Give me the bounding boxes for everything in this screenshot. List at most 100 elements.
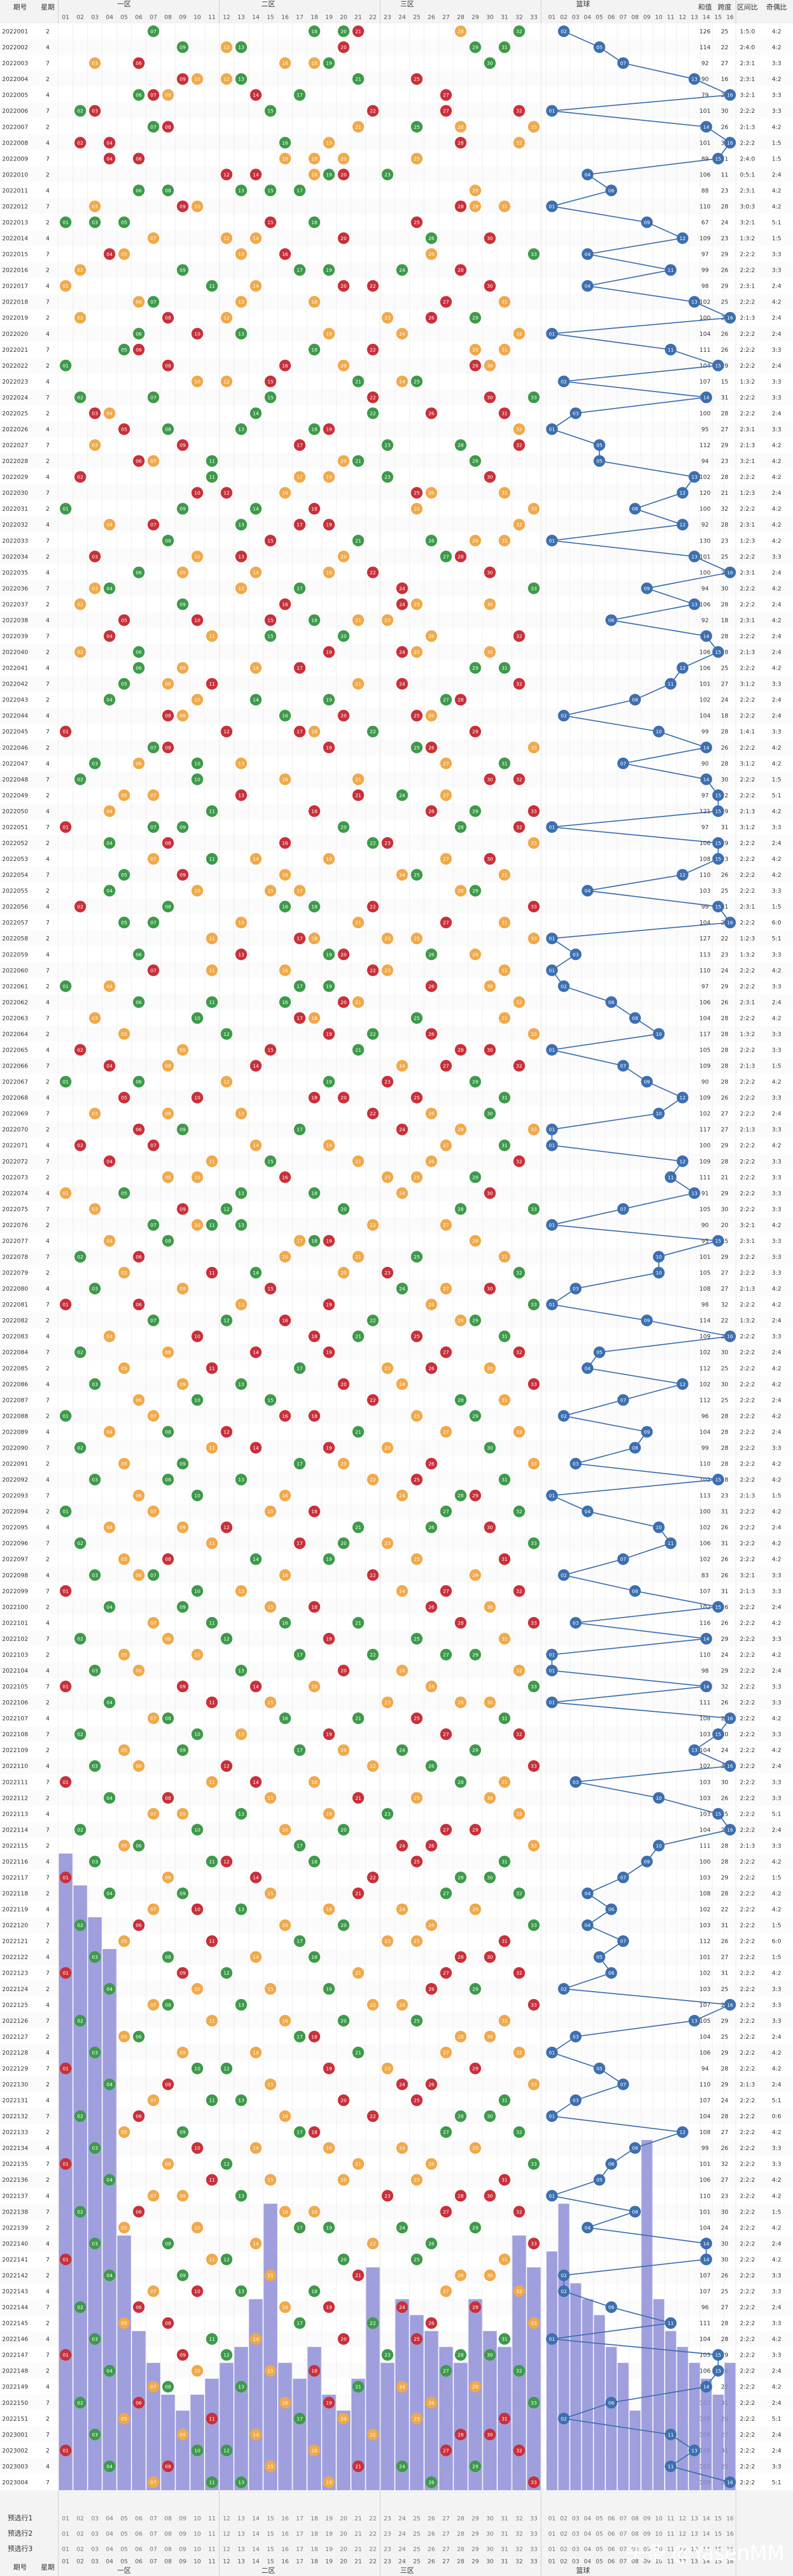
row-bg <box>0 739 793 756</box>
red-ball <box>118 1648 130 1660</box>
sum-cell: 110 <box>700 203 711 210</box>
day-cell: 4 <box>46 1333 50 1340</box>
span-cell: 29 <box>721 1190 728 1197</box>
zone-ratio-cell: 2:2:2 <box>740 1779 755 1786</box>
odd-even-cell: 4:2 <box>772 2384 781 2391</box>
red-ball-number: 11 <box>209 634 215 639</box>
period-cell: 2022144 <box>2 2304 28 2311</box>
red-ball-number: 32 <box>516 2289 522 2295</box>
red-ball <box>147 917 160 929</box>
odd-even-cell: 3:3 <box>772 1779 781 1786</box>
red-ball-number: 01 <box>63 1414 68 1419</box>
footer-red-number: 15 <box>267 2558 274 2565</box>
period-cell: 2023002 <box>2 2447 28 2454</box>
zone-ratio-cell: 2:2:2 <box>740 139 755 146</box>
red-ball-number: 09 <box>180 571 186 576</box>
red-ball-number: 11 <box>209 809 215 814</box>
red-ball-number: 26 <box>428 1923 435 1929</box>
red-ball-number: 15 <box>267 618 273 624</box>
red-ball-number: 26 <box>428 1159 435 1165</box>
row-bg <box>0 71 793 87</box>
footer-blue-label: 04 <box>584 2515 591 2522</box>
period-cell: 2022145 <box>2 2320 28 2327</box>
red-ball <box>279 1616 291 1629</box>
footer-blue-label: 04 <box>584 2546 591 2553</box>
red-ball <box>118 1091 130 1104</box>
red-ball-number: 22 <box>370 348 376 353</box>
footer-red-label: 31 <box>501 2546 508 2553</box>
red-ball-number: 33 <box>531 507 536 512</box>
red-ball-number: 12 <box>224 1764 230 1770</box>
blue-ball-number: 06 <box>608 1000 614 1006</box>
red-ball <box>425 232 437 244</box>
red-ball <box>309 1012 320 1024</box>
red-ball <box>498 1251 510 1263</box>
red-ball-number: 08 <box>165 1351 171 1356</box>
blue-ball-number: 06 <box>608 1971 614 1976</box>
red-frequency-bar <box>102 1949 117 2490</box>
red-ball-number: 06 <box>136 1573 142 1578</box>
red-ball <box>59 821 72 833</box>
red-ball <box>265 535 277 547</box>
blue-ball <box>724 1760 736 1772</box>
row-bg <box>0 1758 793 1774</box>
blue-frequency-bar <box>641 2140 653 2490</box>
span-cell: 28 <box>721 1461 728 1468</box>
sum-cell: 99 <box>701 2145 709 2152</box>
red-ball-number: 20 <box>340 2019 347 2024</box>
red-ball <box>367 105 379 117</box>
red-ball <box>528 837 540 849</box>
red-ball <box>513 996 525 1008</box>
blue-column-label: 10 <box>655 14 663 21</box>
zone-ratio-cell: 2:1:3 <box>740 1063 755 1070</box>
red-ball-number: 03 <box>92 2242 98 2247</box>
day-cell: 2 <box>46 1269 50 1276</box>
odd-even-cell: 4:2 <box>772 28 781 35</box>
red-ball-number: 06 <box>136 2035 142 2040</box>
red-ball-number: 07 <box>151 1509 156 1515</box>
red-ball <box>528 1378 540 1390</box>
period-cell: 2022147 <box>2 2352 28 2359</box>
footer-red-label: 01 <box>62 2530 69 2537</box>
period-cell: 2022028 <box>2 458 28 465</box>
red-ball <box>177 1283 189 1295</box>
red-ball-number: 27 <box>443 2050 449 2056</box>
row-bg <box>0 707 793 724</box>
red-ball-number: 10 <box>194 618 200 624</box>
red-ball <box>103 1521 116 1533</box>
footer-red-label: 09 <box>179 2546 187 2553</box>
red-ball <box>469 359 481 371</box>
span-cell: 28 <box>721 760 728 767</box>
zone-ratio-cell: 0:5:1 <box>740 171 755 178</box>
red-ball <box>484 1601 496 1613</box>
red-ball <box>396 582 408 594</box>
red-ball-number: 20 <box>340 1000 347 1006</box>
day-cell: 4 <box>46 2463 50 2470</box>
red-ball <box>367 391 379 403</box>
red-ball-number: 21 <box>355 921 361 926</box>
span-cell: 28 <box>721 1046 728 1053</box>
red-ball <box>469 725 481 738</box>
blue-ball-number: 01 <box>549 1143 554 1149</box>
footer-red-label: 22 <box>369 2530 376 2537</box>
red-ball <box>440 1505 452 1517</box>
red-ball-number: 21 <box>355 1048 361 1053</box>
red-ball <box>411 1171 423 1183</box>
red-ball-number: 20 <box>340 634 347 639</box>
red-ball-number: 32 <box>516 2369 522 2374</box>
footer-red-label: 11 <box>208 2515 216 2522</box>
red-ball <box>513 1505 525 1517</box>
red-ball-number: 33 <box>531 1303 536 1308</box>
red-ball-number: 26 <box>428 634 435 639</box>
red-ball-number: 31 <box>501 1637 507 1642</box>
red-ball <box>411 1410 423 1422</box>
odd-even-cell: 4:2 <box>772 1715 781 1722</box>
odd-even-cell: 4:2 <box>772 521 781 528</box>
row-bg <box>0 278 793 294</box>
day-cell: 2 <box>46 219 50 226</box>
red-ball <box>89 105 101 117</box>
red-ball-number: 18 <box>311 30 318 35</box>
period-cell: 2022142 <box>2 2272 28 2279</box>
red-ball-number: 26 <box>428 491 435 496</box>
red-ball-number: 24 <box>399 1191 406 1196</box>
